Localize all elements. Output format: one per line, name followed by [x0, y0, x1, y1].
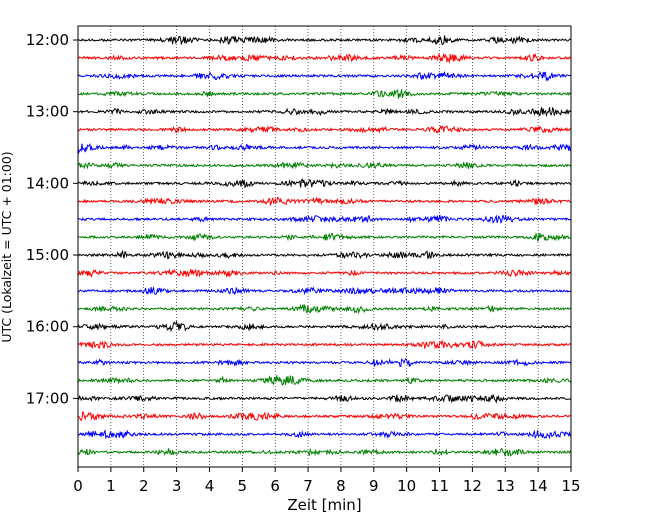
x-tick-label: 3 [172, 477, 182, 495]
x-tick-label: 15 [561, 477, 580, 495]
x-tick-label: 4 [205, 477, 215, 495]
seismic-trace [77, 339, 572, 350]
y-tick-label: 17:00 [26, 389, 69, 407]
x-axis: 0 1 2 3 4 5 6 7 8 9 10 11 12 13 14 15 [73, 467, 581, 495]
seismic-trace [77, 249, 572, 260]
seismic-trace [77, 285, 572, 296]
x-tick-label: 6 [270, 477, 280, 495]
seismic-trace [77, 357, 572, 368]
x-tick-label: 11 [430, 477, 449, 495]
seismic-trace [77, 214, 572, 225]
seismic-trace [77, 303, 572, 315]
y-tick-label: 15:00 [26, 246, 69, 264]
seismic-trace [77, 320, 572, 333]
y-tick-label: 16:00 [26, 318, 69, 336]
seismic-trace [77, 161, 572, 170]
seismic-trace [77, 89, 572, 99]
x-tick-label: 14 [529, 477, 548, 495]
x-tick-label: 7 [303, 477, 313, 495]
x-tick-label: 2 [139, 477, 149, 495]
x-tick-label: 9 [369, 477, 379, 495]
seismic-trace [77, 143, 572, 155]
seismic-trace [77, 178, 572, 189]
seismic-trace [77, 447, 572, 457]
seismic-trace [77, 428, 572, 440]
seismic-trace [77, 52, 572, 64]
seismic-trace [77, 196, 572, 207]
x-tick-label: 10 [397, 477, 416, 495]
x-tick-label: 13 [496, 477, 515, 495]
seismic-trace [77, 125, 572, 134]
seismic-trace [77, 70, 572, 82]
seismic-trace [77, 375, 572, 386]
y-axis-label: UTC (Lokalzeit = UTC + 01:00) [0, 151, 14, 342]
plot-frame [77, 25, 572, 468]
y-tick-label: 14:00 [26, 174, 69, 192]
x-tick-label: 0 [73, 477, 83, 495]
x-tick-label: 12 [463, 477, 482, 495]
x-axis-label: Zeit [min] [287, 496, 361, 514]
seismic-trace [77, 411, 572, 422]
seismic-trace [77, 34, 572, 46]
seismic-trace [77, 268, 572, 278]
seismic-trace [77, 107, 572, 118]
y-tick-label: 12:00 [26, 31, 69, 49]
seismic-trace [77, 394, 572, 404]
x-tick-label: 5 [238, 477, 248, 495]
y-tick-label: 13:00 [26, 103, 69, 121]
y-axis: 12:00 13:00 14:00 15:00 16:00 17:00 [26, 31, 78, 407]
seismic-trace [77, 232, 572, 242]
seismic-traces [77, 34, 572, 457]
x-tick-label: 1 [106, 477, 116, 495]
x-gridlines [110, 26, 539, 467]
x-tick-label: 8 [336, 477, 346, 495]
